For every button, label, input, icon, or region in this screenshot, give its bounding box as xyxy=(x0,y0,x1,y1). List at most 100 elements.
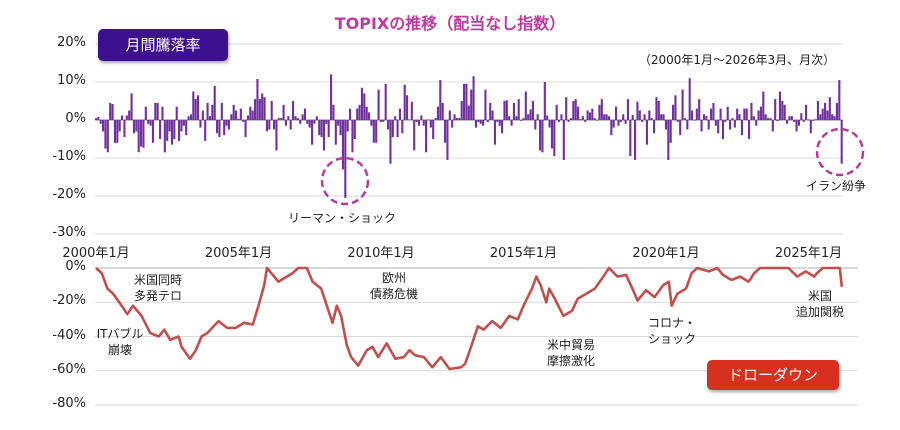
monthly-return-bar xyxy=(819,114,822,120)
monthly-return-bar xyxy=(650,118,653,120)
monthly-return-bar xyxy=(422,120,425,126)
monthly-return-bar xyxy=(712,102,715,120)
monthly-return-bar xyxy=(140,120,143,147)
monthly-return-bar xyxy=(605,114,608,120)
annotation-line: 追加関税 xyxy=(795,305,845,319)
monthly-return-bar xyxy=(501,120,504,134)
monthly-return-bar xyxy=(750,102,753,120)
monthly-return-bar xyxy=(631,115,634,120)
monthly-return-bar xyxy=(356,108,359,120)
monthly-return-bar xyxy=(446,120,449,160)
monthly-return-bar xyxy=(474,120,477,128)
x-tick-label: 2005年1月 xyxy=(204,246,273,261)
monthly-return-bar xyxy=(615,106,618,120)
monthly-return-bar xyxy=(280,118,283,120)
monthly-return-bar xyxy=(175,106,178,120)
y-tick-label: 0% xyxy=(65,111,86,126)
monthly-return-bar xyxy=(182,120,185,126)
monthly-return-bar xyxy=(113,120,116,143)
monthly-return-bar xyxy=(213,85,216,120)
monthly-return-bar xyxy=(769,118,772,120)
monthly-return-bar xyxy=(303,108,306,120)
monthly-return-bar xyxy=(358,104,361,120)
monthly-return-bar xyxy=(111,104,114,120)
monthly-return-bar xyxy=(170,120,173,145)
monthly-return-bar xyxy=(548,120,551,128)
monthly-return-bar xyxy=(130,93,133,120)
monthly-return-bar xyxy=(391,120,394,138)
monthly-return-bar xyxy=(793,120,796,122)
monthly-return-bar xyxy=(676,120,679,122)
monthly-return-bar xyxy=(465,83,468,120)
monthly-return-bar xyxy=(263,97,266,120)
monthly-return-bar xyxy=(265,120,268,132)
monthly-return-bar xyxy=(451,120,454,128)
monthly-return-bar xyxy=(702,114,705,120)
annotation-line: コロナ・ xyxy=(647,316,697,330)
monthly-return-bar xyxy=(292,101,295,120)
drawdown-line xyxy=(95,266,844,371)
annotation-euro-debt: 欧州 債務危機 xyxy=(370,270,418,302)
monthly-return-bar xyxy=(415,120,418,122)
monthly-return-bar xyxy=(717,120,720,134)
monthly-return-bar xyxy=(752,116,755,120)
monthly-return-bar xyxy=(334,120,337,145)
monthly-return-bar xyxy=(693,120,696,121)
monthly-return-bar xyxy=(534,120,537,130)
monthly-return-bar xyxy=(429,120,432,128)
monthly-return-bar xyxy=(489,102,492,120)
monthly-return-bar xyxy=(719,108,722,120)
monthly-return-bar xyxy=(403,84,406,120)
y-tick-label: 10% xyxy=(57,73,86,88)
monthly-return-bar xyxy=(626,99,629,120)
monthly-return-bar xyxy=(458,118,461,120)
monthly-return-bar xyxy=(638,110,641,120)
monthly-return-bar xyxy=(759,106,762,120)
monthly-return-bar xyxy=(596,120,599,121)
monthly-return-bar xyxy=(814,119,817,120)
monthly-return-bar xyxy=(786,120,789,124)
monthly-return-bar xyxy=(308,120,311,128)
monthly-return-bar xyxy=(123,120,126,138)
monthly-return-bar xyxy=(344,120,347,198)
monthly-return-bar xyxy=(579,119,582,120)
monthly-return-bar xyxy=(313,120,316,124)
monthly-return-bar xyxy=(106,120,109,153)
annotation-line: ITバブル xyxy=(96,327,144,341)
y-tick-label: -60% xyxy=(52,361,86,377)
monthly-return-bar xyxy=(275,120,278,151)
monthly-return-bar xyxy=(788,116,791,120)
monthly-return-bar xyxy=(185,120,188,136)
monthly-return-bar xyxy=(242,120,245,122)
monthly-return-bar xyxy=(282,104,285,120)
monthly-return-bar xyxy=(444,120,447,143)
monthly-return-bar xyxy=(807,119,810,121)
monthly-return-bar xyxy=(781,101,784,120)
monthly-return-bar xyxy=(398,108,401,120)
monthly-return-bar xyxy=(496,120,499,122)
monthly-return-bar xyxy=(173,120,176,139)
lehman-highlight-circle xyxy=(320,156,370,206)
monthly-return-bar xyxy=(389,120,392,164)
monthly-return-bar xyxy=(237,118,240,120)
annotation-line: 摩擦激化 xyxy=(546,354,596,368)
monthly-return-bar xyxy=(116,120,119,143)
monthly-return-bar xyxy=(539,120,542,151)
monthly-return-bar xyxy=(413,120,416,151)
monthly-return-bar xyxy=(149,120,152,126)
monthly-return-bar xyxy=(294,116,297,120)
monthly-return-bar xyxy=(586,110,589,120)
monthly-return-bar xyxy=(508,116,511,120)
monthly-return-bar xyxy=(683,118,686,120)
monthly-return-bar xyxy=(617,120,620,126)
monthly-return-bar xyxy=(382,120,385,122)
monthly-return-bar xyxy=(774,99,777,120)
monthly-return-bar xyxy=(726,106,729,120)
monthly-return-bar xyxy=(349,108,352,120)
monthly-return-bar xyxy=(166,120,169,141)
monthly-return-bar xyxy=(802,120,805,122)
monthly-return-bar xyxy=(581,116,584,120)
monthly-return-bar xyxy=(180,120,183,132)
monthly-return-bar xyxy=(156,102,159,120)
monthly-return-bar xyxy=(636,101,639,120)
